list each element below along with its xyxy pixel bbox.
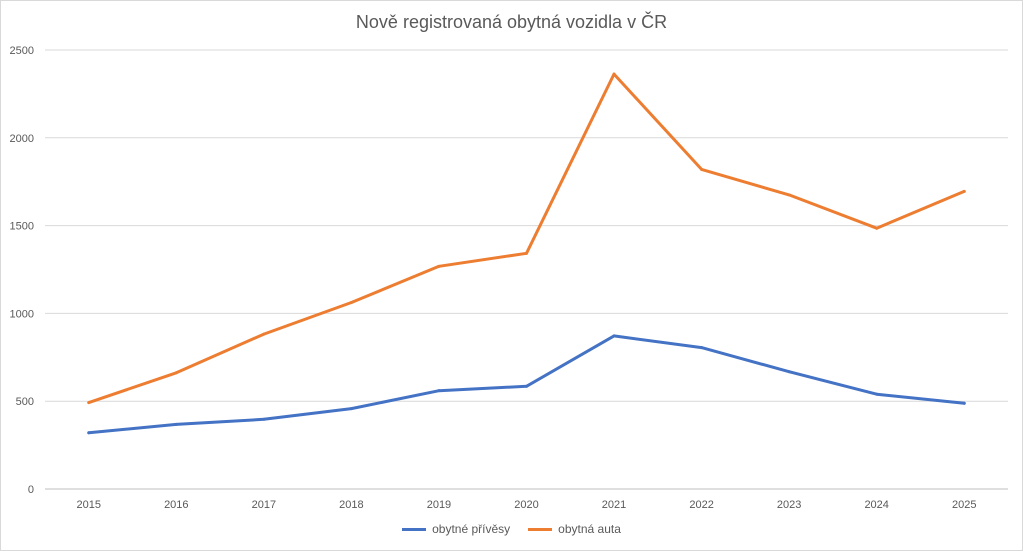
legend-label-0: obytné přívěsy xyxy=(432,522,511,536)
data-point-1-2 xyxy=(262,332,266,336)
legend: obytné přívěsy obytná auta xyxy=(0,522,1023,536)
data-point-1-8 xyxy=(787,193,791,197)
x-tick-label-3: 2018 xyxy=(339,499,363,511)
series-line-0 xyxy=(87,334,966,435)
series-line-1 xyxy=(87,72,966,405)
data-point-0-2 xyxy=(262,417,266,421)
data-point-0-9 xyxy=(875,392,879,396)
data-point-1-5 xyxy=(525,251,528,255)
data-point-0-6 xyxy=(612,334,616,338)
data-point-1-3 xyxy=(349,301,353,305)
data-point-1-1 xyxy=(174,371,178,375)
x-tick-label-9: 2024 xyxy=(864,499,888,511)
data-point-0-10 xyxy=(962,401,966,405)
x-tick-label-8: 2023 xyxy=(777,499,801,511)
y-tick-label-2: 1000 xyxy=(10,308,34,320)
data-point-0-3 xyxy=(349,407,353,411)
x-tick-label-7: 2022 xyxy=(689,499,713,511)
data-point-1-7 xyxy=(700,167,704,171)
x-tick-label-0: 2015 xyxy=(77,499,101,511)
legend-item-1: obytná auta xyxy=(528,522,621,536)
data-point-0-7 xyxy=(700,346,704,350)
legend-item-0: obytné přívěsy xyxy=(402,522,510,536)
data-point-1-0 xyxy=(87,401,91,405)
data-point-0-8 xyxy=(787,370,791,374)
y-tick-label-3: 1500 xyxy=(10,221,34,233)
y-tick-label-4: 2000 xyxy=(10,133,34,145)
x-tick-label-1: 2016 xyxy=(164,499,188,511)
x-tick-label-5: 2020 xyxy=(514,499,538,511)
data-point-1-9 xyxy=(875,226,879,230)
data-point-0-0 xyxy=(87,431,91,435)
data-point-0-1 xyxy=(174,422,178,426)
data-point-1-6 xyxy=(612,72,616,76)
y-tick-label-1: 500 xyxy=(16,396,34,408)
y-tick-label-0: 0 xyxy=(28,484,34,496)
data-point-1-4 xyxy=(437,264,441,268)
x-tick-label-6: 2021 xyxy=(602,499,626,511)
legend-swatch-0 xyxy=(402,527,427,531)
x-tick-label-2: 2017 xyxy=(252,499,276,511)
legend-label-1: obytná auta xyxy=(558,522,621,536)
data-point-1-10 xyxy=(962,189,966,193)
x-tick-label-10: 2025 xyxy=(952,499,976,511)
x-tick-label-4: 2019 xyxy=(427,499,451,511)
data-point-0-4 xyxy=(437,389,441,393)
chart-title: Nově registrovaná obytná vozidla v ČR xyxy=(355,12,668,32)
data-point-0-5 xyxy=(525,384,528,388)
legend-swatch-1 xyxy=(528,527,553,531)
y-tick-label-5: 2500 xyxy=(10,45,34,57)
